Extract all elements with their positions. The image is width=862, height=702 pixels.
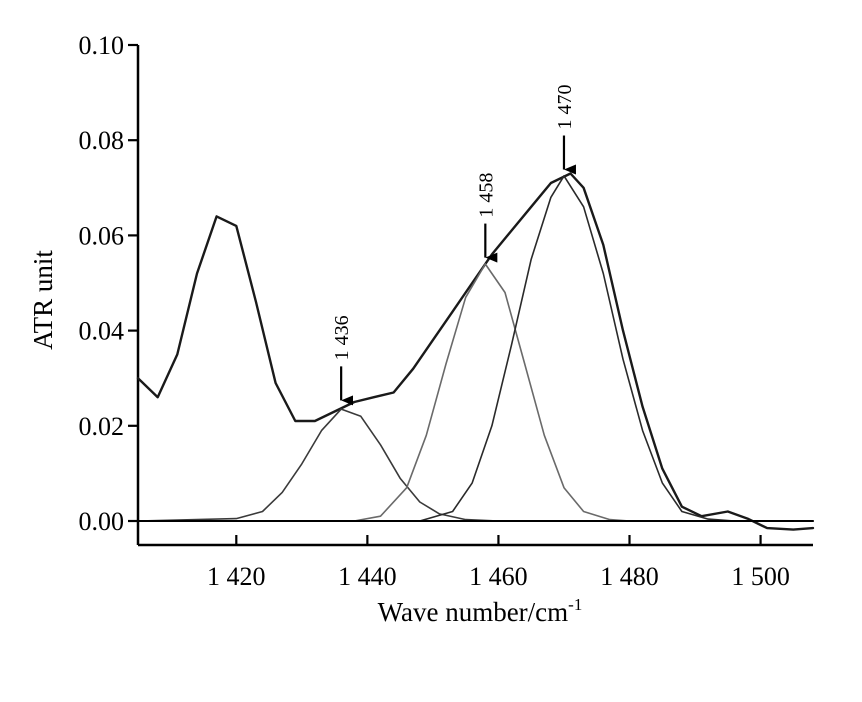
series-layer	[136, 172, 815, 531]
x-tick-label: 1 460	[469, 562, 528, 591]
spectrum-line	[136, 172, 815, 531]
y-tick-label: 0.10	[79, 31, 125, 60]
annotation-label: 1 458	[475, 173, 497, 218]
y-ticks: 0.00 0.02 0.04 0.06 0.08 0.10	[79, 31, 138, 536]
annotation-label: 1 436	[331, 315, 353, 360]
x-axis-title-main: Wave number/cm	[378, 597, 569, 627]
fitted-peak-line	[137, 263, 814, 522]
y-tick-label: 0.00	[79, 507, 125, 536]
x-tick-label: 1 480	[600, 562, 659, 591]
y-tick-label: 0.08	[79, 126, 125, 155]
x-axis-title-superscript: -1	[568, 595, 582, 614]
x-tick-label: 1 420	[207, 562, 266, 591]
y-axis-title: ATR unit	[28, 250, 58, 350]
y-tick-label: 0.06	[79, 221, 125, 250]
x-axis-title: Wave number/cm-1	[378, 595, 583, 627]
x-ticks: 1 420 1 440 1 460 1 480 1 500	[207, 535, 790, 591]
y-tick-label: 0.04	[79, 317, 125, 346]
annotation-label: 1 470	[554, 85, 576, 130]
x-tick-label: 1 440	[338, 562, 397, 591]
plot-area: 0.00 0.02 0.04 0.06 0.08 0.10 1 420 1 440 1 460…	[79, 31, 815, 591]
y-tick-label: 0.02	[79, 412, 125, 441]
x-tick-label: 1 500	[731, 562, 790, 591]
fitted-peak-line	[137, 175, 814, 522]
annotation-layer: 1 436 1 458 1 470	[331, 85, 576, 406]
fitted-peak-line	[137, 408, 814, 522]
